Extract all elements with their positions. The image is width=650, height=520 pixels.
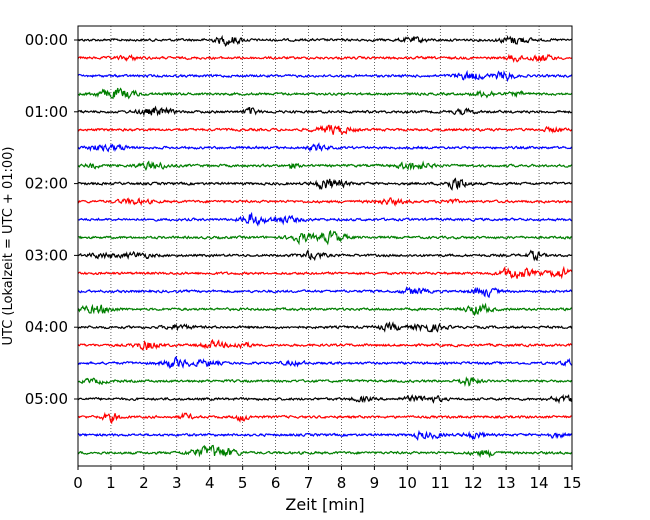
trace-line — [77, 124, 573, 136]
x-tick-label-9: 9 — [370, 474, 380, 492]
trace-line — [77, 87, 573, 100]
trace-line — [77, 34, 573, 47]
y-tick-label: 01:00 — [25, 103, 68, 121]
trace-line — [77, 302, 573, 317]
y-tick-label: 02:00 — [25, 175, 68, 193]
x-tick-label-4: 4 — [205, 474, 215, 492]
trace-line — [77, 338, 573, 351]
x-tick-label-8: 8 — [337, 474, 347, 492]
trace-line — [77, 411, 573, 425]
x-tick-label-2: 2 — [139, 474, 149, 492]
trace-line — [77, 229, 573, 246]
x-tick-label-6: 6 — [271, 474, 281, 492]
x-tick-label-5: 5 — [238, 474, 248, 492]
x-tick-label-14: 14 — [530, 474, 549, 492]
trace-line — [77, 286, 573, 299]
y-axis-label: UTC (Lokalzeit = UTC + 01:00) — [1, 147, 16, 346]
trace-line — [77, 177, 573, 191]
y-tick-label: 04:00 — [25, 318, 68, 336]
trace-line — [77, 197, 573, 207]
x-tick-label-3: 3 — [172, 474, 182, 492]
plot-frame — [77, 25, 573, 467]
trace-line — [77, 444, 573, 459]
trace-line — [77, 53, 573, 63]
y-axis-ticks: 00:00 01:00 02:00 03:00 04:00 05:00 — [25, 31, 78, 408]
trace-line — [77, 142, 573, 153]
trace-line — [77, 321, 573, 333]
seismic-traces — [77, 34, 573, 459]
x-tick-label-10: 10 — [398, 474, 417, 492]
x-tick-label-1: 1 — [106, 474, 116, 492]
y-tick-label: 00:00 — [25, 31, 68, 49]
trace-line — [77, 249, 573, 262]
trace-line — [77, 429, 573, 442]
x-axis-label: Zeit [min] — [285, 495, 364, 514]
trace-line — [77, 393, 573, 405]
trace-line — [77, 265, 573, 280]
x-tick-label-12: 12 — [464, 474, 483, 492]
trace-line — [77, 356, 573, 370]
y-tick-label: 03:00 — [25, 246, 68, 264]
x-tick-label-0: 0 — [73, 474, 83, 492]
grid-lines — [110, 26, 540, 466]
x-axis-ticks: 0 1 2 3 4 5 6 7 8 9 10 11 12 13 14 15 — [73, 466, 582, 492]
y-tick-label: 05:00 — [25, 390, 68, 408]
trace-line — [77, 376, 573, 387]
x-tick-label-11: 11 — [431, 474, 450, 492]
x-tick-label-15: 15 — [562, 474, 581, 492]
x-tick-label-13: 13 — [497, 474, 516, 492]
trace-line — [77, 69, 573, 83]
x-tick-label-7: 7 — [304, 474, 314, 492]
trace-line — [77, 105, 573, 117]
trace-line — [77, 211, 573, 227]
trace-line — [77, 160, 573, 171]
